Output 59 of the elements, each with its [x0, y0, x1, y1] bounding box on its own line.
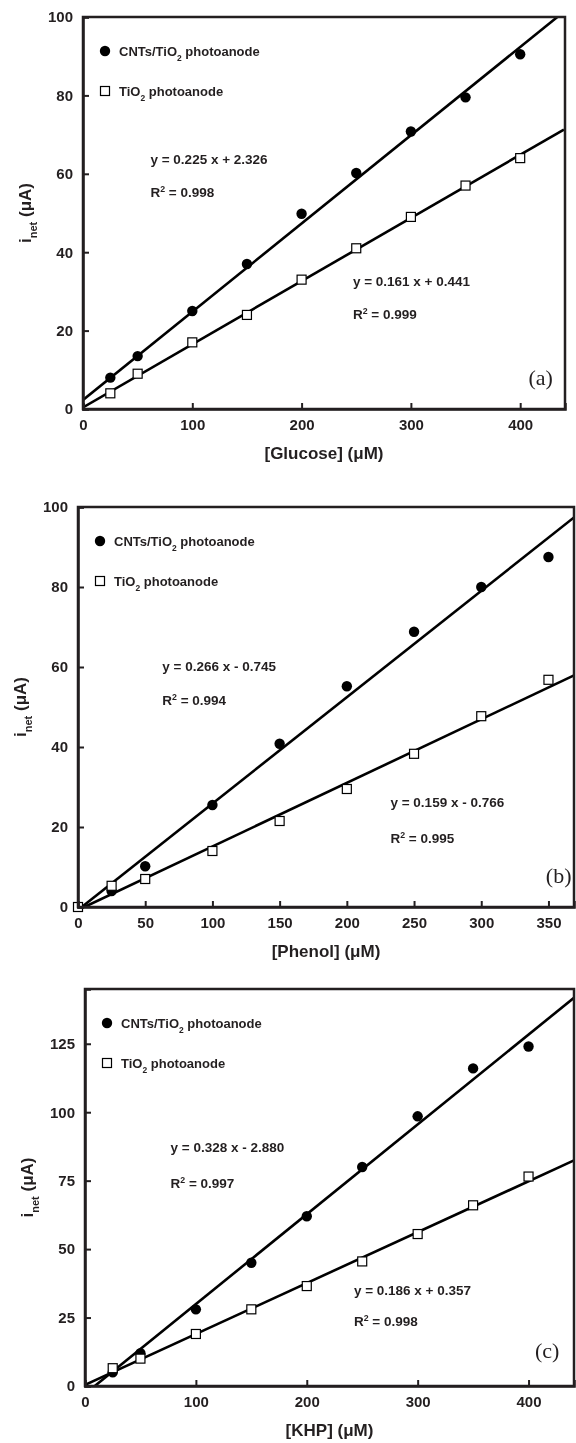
- y-tick-label: 60: [56, 165, 73, 183]
- y-tick-label: 25: [58, 1308, 75, 1326]
- annotation: R$^{2}$ = 0.995: [390, 830, 455, 846]
- annotation: (b): [545, 863, 572, 888]
- x-tick-label: 400: [516, 1392, 542, 1410]
- annotation: R$^{2}$ = 0.994: [162, 692, 227, 708]
- legend-label: TiO$_{2}$ photoanode: [119, 84, 224, 103]
- y-tick-label: 100: [49, 1103, 75, 1121]
- annotation: R$^{2}$ = 0.999: [352, 305, 417, 322]
- annotation: y = 0.186 x + 0.357: [353, 1282, 472, 1298]
- x-tick-label: 150: [267, 913, 293, 931]
- y-tick-label: 20: [56, 321, 73, 339]
- x-tick-label: 100: [183, 1392, 209, 1410]
- legend-label: TiO$_{2}$ photoanode: [121, 1056, 226, 1075]
- x-tick-label: 300: [398, 415, 424, 433]
- legend-label: CNTs/TiO$_{2}$ photoanode: [121, 1016, 262, 1035]
- annotation: y = 0.159 x - 0.766: [390, 795, 505, 810]
- y-tick-label: 100: [42, 498, 68, 516]
- annotation: y = 0.328 x - 2.880: [170, 1139, 285, 1155]
- legend-label: CNTs/TiO$_{2}$ photoanode: [114, 534, 255, 553]
- annotation: y = 0.161 x + 0.441: [352, 273, 471, 289]
- x-tick-label: 350: [536, 913, 562, 931]
- x-axis-title: [Phenol] (μM): [271, 942, 381, 961]
- x-tick-label: 50: [137, 913, 155, 931]
- legend-label: TiO$_{2}$ photoanode: [114, 574, 219, 593]
- x-tick-label: 200: [334, 913, 360, 931]
- annotation: R$^{2}$ = 0.998: [150, 184, 215, 201]
- y-tick-label: 40: [56, 243, 73, 261]
- x-tick-label: 200: [294, 1392, 320, 1410]
- x-tick-label: 200: [289, 415, 315, 433]
- y-tick-label: 40: [51, 738, 68, 756]
- x-tick-label: 100: [180, 415, 206, 433]
- y-tick-label: 50: [58, 1240, 75, 1258]
- x-axis-title: [Glucose] (μM): [264, 444, 384, 463]
- annotation: R$^{2}$ = 0.997: [170, 1174, 235, 1191]
- legend-label: CNTs/TiO$_{2}$ photoanode: [119, 44, 260, 63]
- x-tick-label: 300: [469, 913, 495, 931]
- y-tick-label: 0: [64, 400, 73, 418]
- annotation: y = 0.225 x + 2.326: [150, 152, 269, 167]
- y-tick-label: 60: [51, 658, 68, 676]
- x-tick-label: 400: [508, 415, 534, 433]
- annotation: (c): [534, 1338, 560, 1364]
- y-tick-label: 100: [47, 8, 73, 26]
- x-tick-label: 250: [402, 913, 428, 931]
- x-axis-title: [KHP] (μM): [285, 1421, 374, 1440]
- x-tick-label: 0: [79, 415, 88, 433]
- y-tick-label: 0: [59, 898, 68, 916]
- y-tick-label: 125: [49, 1035, 75, 1053]
- y-tick-label: 75: [58, 1171, 75, 1189]
- y-tick-label: 80: [51, 578, 68, 596]
- x-tick-label: 0: [81, 1392, 90, 1410]
- y-tick-label: 20: [51, 818, 68, 836]
- annotation: y = 0.266 x - 0.745: [162, 659, 277, 674]
- annotation: R$^{2}$ = 0.998: [353, 1313, 419, 1330]
- y-tick-label: 0: [66, 1377, 75, 1395]
- y-tick-label: 80: [56, 86, 73, 104]
- annotation: (a): [528, 365, 553, 391]
- x-tick-label: 300: [405, 1392, 431, 1410]
- x-tick-label: 100: [200, 913, 226, 931]
